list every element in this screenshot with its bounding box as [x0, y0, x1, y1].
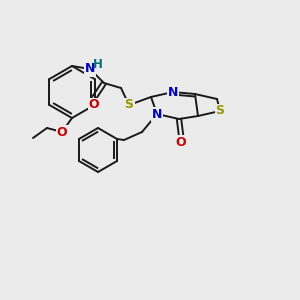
Text: N: N	[168, 85, 178, 98]
Text: N: N	[152, 107, 162, 121]
Text: H: H	[93, 58, 103, 71]
Text: S: S	[124, 98, 134, 112]
Text: N: N	[85, 62, 95, 76]
Text: O: O	[89, 98, 99, 112]
Text: S: S	[215, 104, 224, 118]
Text: O: O	[176, 136, 186, 148]
Text: O: O	[57, 125, 67, 139]
